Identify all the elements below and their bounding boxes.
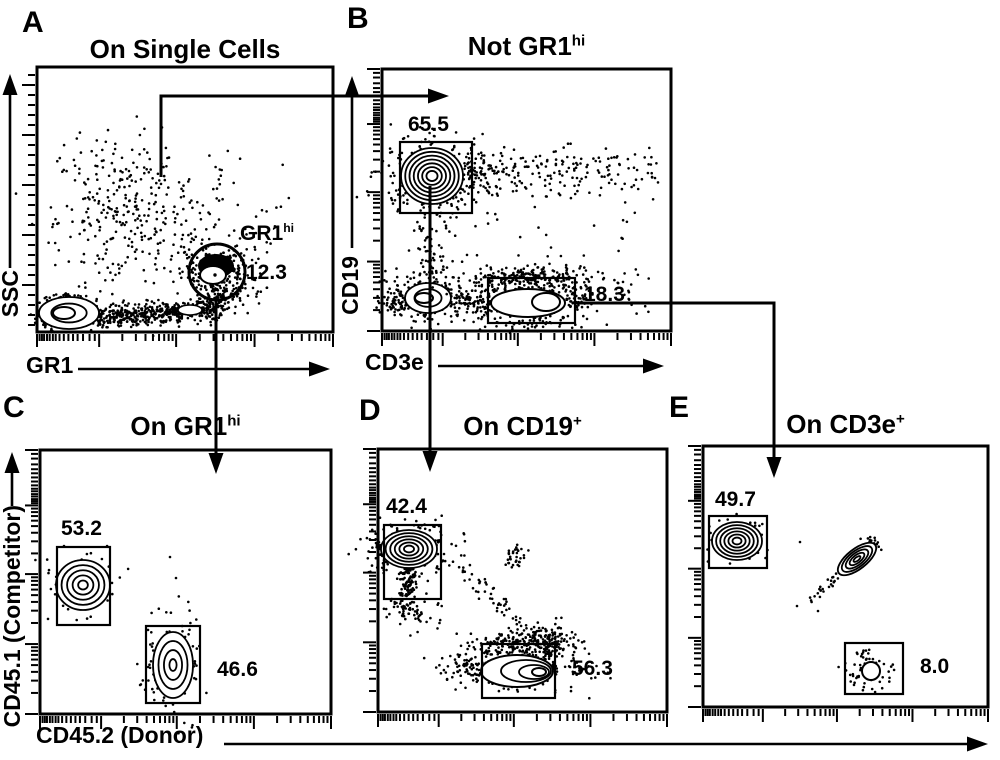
panel-b-letter: B — [347, 2, 369, 35]
panel-b-x-axis-label: CD3e — [365, 349, 424, 375]
panel-e-title-sup: + — [896, 410, 905, 428]
panel-b-y-axis-label: CD19 — [337, 256, 363, 315]
gate-a-gr1hi-label-sup: hi — [283, 221, 295, 235]
panel-b-title: Not GR1hi — [382, 31, 671, 62]
gate-d-competitor-percent: 42.4 — [386, 495, 427, 518]
panel-b-plot-frame — [380, 67, 673, 333]
gate-c-competitor-percent: 53.2 — [61, 517, 102, 540]
panel-e-title: On CD3e+ — [703, 409, 988, 440]
panel-a-letter: A — [22, 6, 44, 39]
panel-c-title-text: On GR1 — [130, 411, 228, 441]
panel-a-plot-frame — [35, 65, 335, 334]
panel-d-title-sup: + — [573, 412, 582, 430]
panel-e-letter: E — [669, 391, 690, 424]
gate-e-donor-percent: 8.0 — [920, 655, 950, 678]
gate-d-donor-percent: 56.3 — [572, 657, 613, 680]
gate-a-gr1hi-percent: 12.3 — [246, 261, 287, 284]
gate-e-cd452-donor[interactable] — [843, 641, 905, 696]
panel-d-populations — [329, 514, 612, 700]
gate-a-gr1hi-label-text: GR1 — [240, 222, 284, 245]
gate-d-cd452-donor[interactable] — [480, 642, 557, 700]
panel-c-plot-frame — [38, 448, 333, 716]
panel-b-title-text: Not GR1 — [467, 31, 572, 61]
panel-d-title: On CD19+ — [378, 411, 667, 442]
panel-b-title-sup: hi — [571, 32, 586, 50]
panel-a-x-axis-label: GR1 — [26, 352, 74, 378]
panel-a-title: On Single Cells — [37, 34, 333, 65]
panel-c-letter: C — [3, 391, 25, 424]
gate-c-donor-percent: 46.6 — [217, 658, 258, 681]
gate-e-cd451-competitor[interactable] — [707, 514, 769, 570]
panel-e-populations — [706, 512, 896, 694]
panel-a-y-axis-label: SSC — [0, 270, 23, 318]
connector-a-to-b-arrow — [159, 88, 449, 177]
gate-b-cd19-percent: 65.5 — [408, 113, 449, 136]
panel-a-title-text: On Single Cells — [89, 34, 281, 64]
gate-c-cd451-competitor[interactable] — [55, 545, 112, 627]
shared-x-axis-label: CD45.2 (Donor) — [36, 722, 204, 748]
gate-e-competitor-percent: 49.7 — [715, 488, 756, 511]
panel-d-plot-frame — [376, 447, 669, 714]
gate-b-cd3e-percent: 18.3 — [584, 283, 625, 306]
gate-c-cd452-donor[interactable] — [144, 624, 202, 705]
panel-a-populations — [14, 115, 291, 338]
gate-d-cd451-competitor[interactable] — [382, 523, 443, 601]
gate-a-gr1hi[interactable] — [187, 242, 247, 302]
panel-e-title-text: On CD3e — [786, 409, 896, 439]
gate-b-cd3e-positive[interactable] — [486, 276, 577, 325]
axis-ticks — [22, 68, 989, 729]
panel-c-title-sup: hi — [227, 412, 241, 430]
panel-d-title-text: On CD19 — [463, 411, 573, 441]
panel-c-populations — [34, 544, 208, 735]
gate-a-gr1hi-label: GR1hi — [240, 222, 294, 246]
gate-b-cd19-positive[interactable] — [398, 140, 474, 215]
connector-b-to-e-arrow — [575, 301, 782, 478]
shared-y-axis-label: CD45.1 (Competitor) — [0, 505, 25, 728]
panel-d-letter: D — [359, 394, 381, 427]
panel-e-plot-frame — [701, 444, 990, 709]
panel-c-title: On GR1hi — [40, 411, 331, 442]
